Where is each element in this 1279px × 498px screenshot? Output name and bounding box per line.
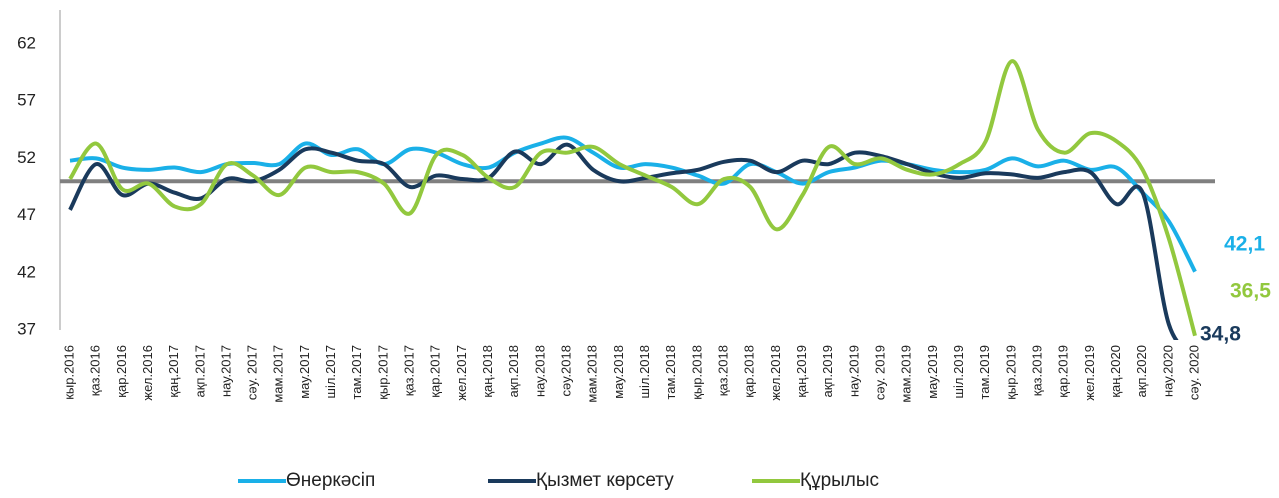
x-tick-label: қар.2017 [428,345,443,398]
x-tick-label: жел.2019 [1082,345,1097,401]
x-tick-label: қыр.2017 [375,345,390,400]
x-tick-label: нау.2017 [218,345,233,397]
x-tick-label: шіл.2017 [323,345,338,398]
x-tick-label: там.2019 [977,345,992,400]
x-tick-label: жел.2018 [768,345,783,401]
x-tick-label: қыр.2018 [689,345,704,400]
x-tick-label: нау.2019 [846,345,861,397]
y-tick-label: 62 [17,33,36,52]
x-tick-label: ақп.2018 [506,345,521,398]
end-value-label: 42,1 [1224,233,1265,256]
x-tick-label: қар.2016 [114,345,129,398]
x-tick-label: қаң.2019 [794,345,809,398]
x-tick-label: шіл.2019 [951,345,966,398]
y-tick-label: 42 [17,262,36,281]
x-tick-label: сәу.2018 [559,345,574,396]
x-tick-label: мау.2019 [925,345,940,399]
y-tick-label: 37 [17,319,36,338]
x-tick-label: қаз.2019 [1029,345,1044,396]
x-tick-label: нау.2020 [1160,345,1175,397]
x-tick-label: ақп.2017 [192,345,207,398]
series-line [69,135,1197,273]
x-tick-label: сәу. 2019 [872,345,887,400]
legend-label: Өнеркәсіп [286,470,375,491]
plot-area [60,59,1215,340]
x-tick-label: нау.2018 [532,345,547,397]
x-tick-label: мам.2017 [271,345,286,403]
series-line [68,142,1179,340]
x-tick-label: қыр.2019 [1003,345,1018,400]
x-tick-label: сәу. 2017 [245,345,260,400]
x-tick-label: жел.2017 [454,345,469,401]
x-tick-label: қар.2018 [742,345,757,398]
end-value-label: 36,5 [1230,280,1271,303]
x-tick-label: мам.2019 [899,345,914,403]
x-tick-label: ақп.2019 [820,345,835,398]
y-tick-label: 57 [17,91,36,110]
legend-label: Қызмет көрсету [536,470,674,491]
x-tick-label: қар.2019 [1056,345,1071,398]
series-line [68,59,1197,337]
x-tick-label: шіл.2018 [637,345,652,398]
x-tick-label: қаң.2017 [166,345,181,398]
x-tick-label: қаң.2020 [1108,345,1123,398]
x-tick-label: там.2017 [349,345,364,400]
x-tick-label: мау.2018 [611,345,626,399]
x-tick-label: мам.2018 [585,345,600,403]
x-tick-label: қаң.2018 [480,345,495,398]
legend-label: Құрылыс [800,470,879,491]
x-tick-label: кыр.2016 [61,345,76,400]
x-tick-label: қаз.2016 [88,345,103,396]
x-tick-label: жел.2016 [140,345,155,401]
end-value-label: 34,8 [1200,323,1241,346]
y-tick-label: 52 [17,148,36,167]
x-tick-label: қаз.2018 [716,345,731,396]
y-tick-label: 47 [17,205,36,224]
x-tick-label: ақп.2020 [1134,345,1149,398]
x-tick-label: сәу. 2020 [1186,345,1201,400]
x-tick-label: там.2018 [663,345,678,400]
x-tick-label: қаз.2017 [402,345,417,396]
x-tick-label: мау.2017 [297,345,312,399]
